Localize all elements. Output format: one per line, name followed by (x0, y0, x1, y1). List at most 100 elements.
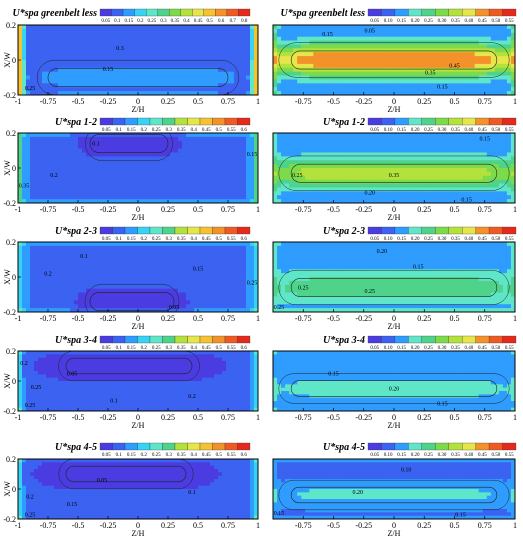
field-cell (301, 71, 306, 76)
field-cell (42, 308, 47, 312)
field-cell (106, 257, 111, 262)
field-cell (78, 52, 83, 57)
field-cell (365, 175, 371, 181)
field-cell (130, 71, 135, 76)
field-cell (317, 52, 322, 57)
field-cell (138, 183, 143, 188)
field-cell (398, 36, 403, 41)
field-cell (365, 183, 371, 188)
field-cell (478, 63, 484, 69)
field-cell (110, 280, 115, 286)
field-cell (78, 148, 83, 153)
field-cell (18, 67, 23, 73)
field-cell (110, 148, 115, 153)
field-cell (430, 171, 435, 177)
field-cell (430, 87, 435, 92)
field-cell (218, 44, 223, 49)
field-cell (474, 48, 480, 53)
field-cell (414, 191, 419, 196)
field-cell (214, 183, 219, 188)
field-cell (166, 40, 171, 45)
field-cell (154, 140, 159, 146)
field-cell (502, 28, 508, 34)
field-cell (138, 148, 143, 153)
field-cell (186, 75, 191, 80)
x-tick-label: -0.5 (72, 97, 85, 106)
field-cell (369, 67, 375, 73)
field-cell (353, 67, 359, 73)
field-cell (277, 28, 282, 34)
field-cell (146, 156, 151, 161)
field-cell (70, 56, 75, 61)
field-cell (494, 175, 500, 181)
field-cell (118, 156, 123, 161)
field-cell (426, 52, 431, 57)
field-cell (305, 183, 310, 188)
field-cell (337, 83, 342, 88)
field-cell (78, 257, 83, 262)
field-cell (54, 133, 59, 138)
field-cell (102, 257, 107, 262)
field-cell (34, 56, 39, 61)
field-cell (438, 48, 443, 53)
field-cell (458, 83, 463, 88)
field-cell (226, 32, 231, 38)
field-cell (106, 292, 111, 297)
field-cell (174, 144, 179, 149)
field-cell (18, 79, 23, 84)
field-cell (114, 48, 119, 53)
field-cell (42, 36, 47, 41)
field-cell (385, 187, 391, 192)
field-cell (329, 175, 334, 181)
field-cell (361, 187, 367, 192)
field-cell (414, 164, 419, 169)
field-cell (313, 28, 318, 34)
contour-label: 0.15 (480, 136, 491, 142)
field-cell (470, 175, 476, 181)
field-cell (154, 87, 159, 92)
field-cell (38, 71, 43, 76)
field-cell (190, 160, 195, 165)
field-cell (470, 191, 476, 196)
field-cell (26, 144, 31, 149)
field-cell (58, 52, 63, 57)
field-cell (34, 52, 39, 57)
field-cell (430, 148, 435, 153)
field-cell (345, 144, 351, 149)
field-cell (218, 133, 223, 138)
field-cell (313, 199, 318, 203)
field-cell (273, 156, 278, 161)
field-cell (166, 195, 171, 200)
field-cell (406, 63, 411, 69)
field-cell (458, 199, 463, 203)
field-cell (478, 164, 484, 169)
field-cell (50, 44, 55, 49)
field-cell (474, 67, 480, 73)
field-cell (341, 48, 346, 53)
field-cell (38, 175, 43, 181)
field-cell (454, 36, 459, 41)
field-cell (138, 32, 143, 38)
field-cell (242, 183, 247, 188)
field-cell (305, 133, 310, 138)
field-cell (365, 79, 371, 84)
field-cell (333, 36, 338, 41)
legend-label: 0.5 (216, 237, 223, 242)
field-cell (365, 187, 371, 192)
field-cell (58, 71, 63, 76)
field-cell (234, 140, 239, 146)
field-cell (110, 171, 115, 177)
field-cell (402, 160, 407, 165)
field-cell (373, 60, 379, 65)
field-cell (281, 179, 286, 184)
field-cell (38, 304, 43, 309)
legend-label: 0.15 (124, 19, 133, 24)
field-cell (329, 36, 334, 41)
field-cell (18, 265, 23, 270)
field-cell (70, 40, 75, 45)
field-cell (134, 52, 139, 57)
field-cell (482, 195, 488, 200)
field-cell (365, 48, 371, 53)
field-cell (442, 136, 447, 142)
field-cell (66, 288, 71, 293)
